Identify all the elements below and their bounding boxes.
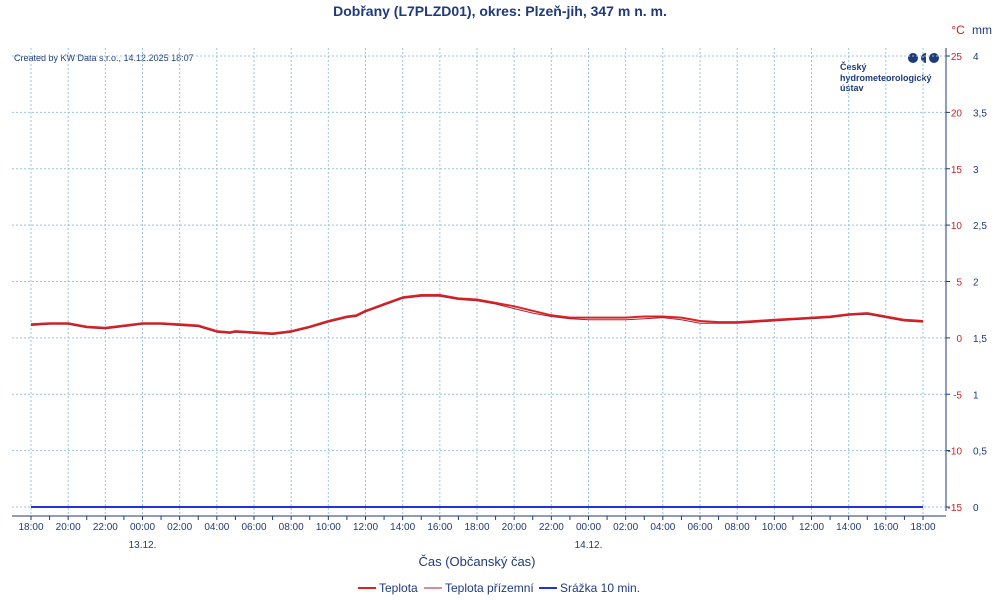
y-right-tick-label: 2 <box>973 278 979 289</box>
y-left-tick-label: 0 <box>956 334 962 345</box>
y-left-tick-label: 10 <box>951 221 963 232</box>
y-left-unit: °C <box>951 23 965 37</box>
x-tick-label: 06:00 <box>241 522 266 533</box>
y-right-unit: mm <box>972 23 992 37</box>
chart-title: Dobřany (L7PLZD01), okres: Plzeň-jih, 34… <box>333 3 667 19</box>
y-right-tick-label: 2,5 <box>973 221 987 232</box>
x-axis-label: Čas (Občanský čas) <box>418 554 535 569</box>
legend: Teplota Teplota přízemní Srážka 10 min. <box>358 581 640 595</box>
y-right-tick-label: 4 <box>973 52 979 63</box>
legend-label-teplota: Teplota <box>379 581 418 595</box>
y-right-tick-label: 0 <box>973 503 979 514</box>
legend-label-teplota-prizemni: Teplota přízemní <box>445 581 534 595</box>
x-tick-label: 18:00 <box>18 522 43 533</box>
y-right-tick-label: 1 <box>973 390 979 401</box>
chmi-logo: Český hydrometeorologický ústav <box>840 53 939 93</box>
x-tick-label: 18:00 <box>464 522 489 533</box>
y-left-tick-label: -10 <box>948 447 963 458</box>
x-tick-label: 04:00 <box>650 522 675 533</box>
x-tick-label: 00:00 <box>130 522 155 533</box>
y-left-tick-label: -15 <box>948 503 963 514</box>
grid <box>12 48 946 516</box>
x-tick-label: 02:00 <box>167 522 192 533</box>
y-ticks: 25 420 3,515 310 2,55 20 1,5-5 1-10 0,5-15 0 <box>948 52 988 514</box>
x-tick-label: 02:00 <box>613 522 638 533</box>
date-label: 13.12. <box>129 540 157 551</box>
axes <box>12 48 950 520</box>
y-right-tick-label: 3 <box>973 165 979 176</box>
credit-text: Created by KW Data s.r.o., 14.12.2025 18… <box>14 53 194 63</box>
x-tick-label: 12:00 <box>799 522 824 533</box>
logo-circle-2 <box>929 53 939 63</box>
series <box>30 294 924 508</box>
y-left-tick-label: 5 <box>956 278 962 289</box>
y-left-tick-label: 15 <box>951 165 963 176</box>
y-left-tick-label: 25 <box>951 52 963 63</box>
x-tick-label: 12:00 <box>353 522 378 533</box>
legend-label-srazka: Srážka 10 min. <box>560 581 640 595</box>
x-tick-label: 10:00 <box>316 522 341 533</box>
x-tick-label: 22:00 <box>539 522 564 533</box>
x-tick-label: 04:00 <box>204 522 229 533</box>
y-left-tick-label: 20 <box>951 108 963 119</box>
x-tick-label: 14:00 <box>836 522 861 533</box>
x-tick-label: 10:00 <box>762 522 787 533</box>
logo-line-1: Český <box>840 61 867 72</box>
date-label: 14.12. <box>575 540 603 551</box>
x-tick-label: 16:00 <box>873 522 898 533</box>
x-tick-label: 16:00 <box>427 522 452 533</box>
y-right-tick-label: 3,5 <box>973 108 987 119</box>
x-tick-label: 08:00 <box>725 522 750 533</box>
x-tick-label: 20:00 <box>502 522 527 533</box>
y-right-tick-label: 1,5 <box>973 334 987 345</box>
x-tick-label: 22:00 <box>93 522 118 533</box>
y-right-tick-label: 0,5 <box>973 447 987 458</box>
x-tick-label: 08:00 <box>279 522 304 533</box>
x-tick-label: 20:00 <box>56 522 81 533</box>
series-line-teplota-prizemni <box>30 295 924 335</box>
logo-line-3: ústav <box>840 83 864 93</box>
logo-circle-1 <box>908 53 918 63</box>
x-tick-label: 06:00 <box>687 522 712 533</box>
x-tick-label: 00:00 <box>576 522 601 533</box>
y-left-tick-label: -5 <box>953 390 962 401</box>
x-tick-label: 14:00 <box>390 522 415 533</box>
series-line-teplota <box>30 294 924 335</box>
x-ticks: 18:00 20:00 22:00 00:00 02:00 04:00 06:00 08:00… <box>18 522 935 551</box>
x-tick-label: 18:00 <box>910 522 935 533</box>
